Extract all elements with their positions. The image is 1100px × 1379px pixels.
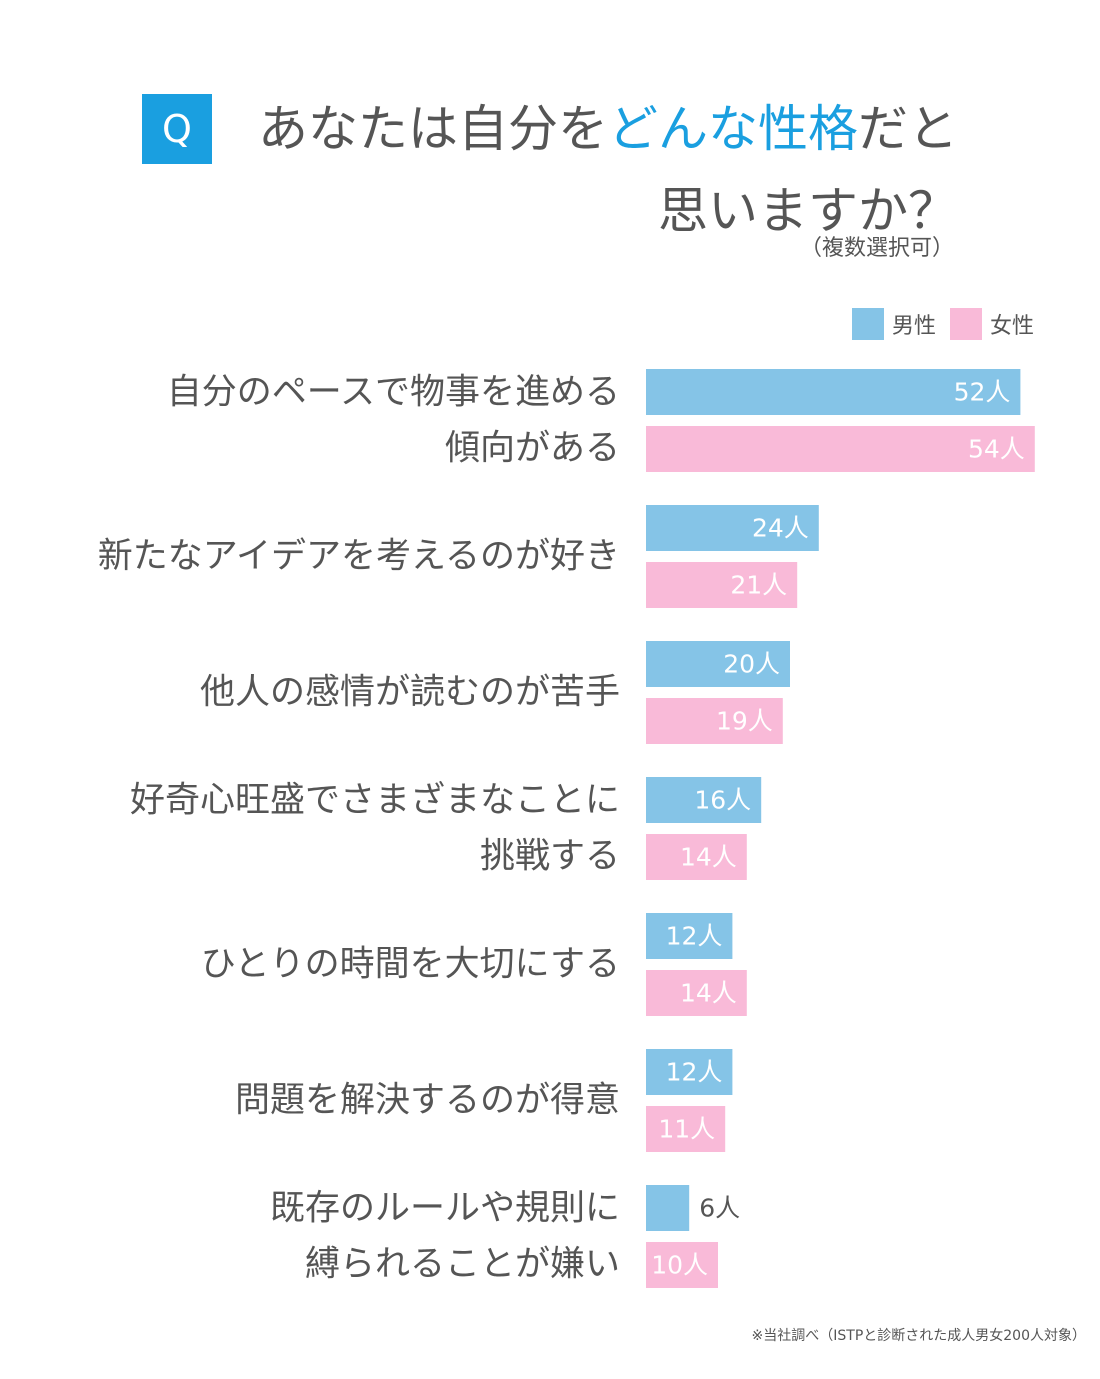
bar-male [646, 1049, 733, 1095]
category-label: 自分のペースで物事を進める [167, 373, 620, 413]
chart-legend: 男性 女性 [851, 308, 1034, 340]
legend-item-male: 男性 [851, 308, 936, 340]
bar-female [646, 698, 783, 744]
category-label: 既存のルールや規則に [270, 1189, 620, 1229]
bar-male [646, 777, 762, 823]
data-label-male: 52人 [954, 378, 1011, 407]
question-badge: Q [142, 94, 212, 164]
bar-male [646, 505, 819, 551]
bar-female [646, 834, 747, 880]
category-label: 新たなアイデアを考えるのが好き [98, 537, 620, 577]
data-label-female: 19人 [716, 707, 773, 736]
data-label-male: 12人 [666, 1058, 723, 1087]
bar-female [646, 562, 798, 608]
category-label: 傾向がある [445, 429, 620, 469]
data-label-female: 10人 [651, 1251, 708, 1280]
bar-female [646, 426, 1035, 472]
multiple-choice-note: （複数選択可） [799, 236, 954, 261]
data-label-female: 14人 [680, 979, 737, 1008]
title-line-1: あなたは自分をどんな性格だと [228, 88, 958, 170]
bar-female [646, 1106, 726, 1152]
data-label-male: 24人 [752, 514, 809, 543]
data-label-male: 6人 [699, 1194, 740, 1223]
title-highlight: どんな性格 [608, 100, 858, 158]
category-label: 問題を解決するのが得意 [235, 1081, 620, 1121]
data-label-male: 16人 [694, 786, 751, 815]
category-label: ひとりの時間を大切にする [201, 945, 620, 985]
data-label-male: 20人 [723, 650, 780, 679]
category-label: 他人の感情が読むのが苦手 [200, 673, 620, 713]
bar-male [646, 641, 790, 687]
title-part-2: だと [858, 100, 958, 158]
bar-female [646, 1242, 718, 1288]
data-label-female: 11人 [658, 1115, 715, 1144]
data-label-male: 12人 [666, 922, 723, 951]
title-part-1: あなたは自分を [258, 100, 608, 158]
question-badge-label: Q [162, 107, 192, 151]
legend-swatch-female [949, 308, 982, 340]
title-line-2: 思いますか？ [658, 182, 958, 240]
data-label-female: 21人 [730, 571, 787, 600]
legend-label-female: 女性 [989, 314, 1034, 339]
bar-male [646, 913, 733, 959]
legend-swatch-male [851, 308, 884, 340]
bar-male [646, 369, 1021, 415]
bar-male [646, 1185, 690, 1231]
page-title: あなたは自分をどんな性格だと 思いますか？ [228, 88, 958, 252]
legend-label-male: 男性 [891, 314, 936, 339]
source-note: ※当社調べ（ISTPと診断された成人男女200人対象） [751, 1328, 1086, 1344]
data-label-female: 14人 [680, 843, 737, 872]
bar-female [646, 970, 747, 1016]
legend-item-female: 女性 [949, 308, 1034, 340]
category-label: 挑戦する [480, 837, 620, 877]
category-label: 好奇心旺盛でさまざまなことに [130, 781, 620, 821]
data-label-female: 54人 [968, 435, 1025, 464]
category-label: 縛られることが嫌い [305, 1245, 620, 1285]
